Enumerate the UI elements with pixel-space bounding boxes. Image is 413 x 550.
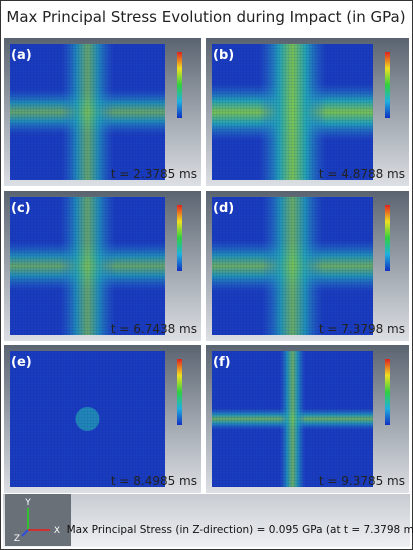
mesh-grid <box>212 44 373 180</box>
time-label: t = 6.7438 ms <box>111 322 197 336</box>
panel-label: (b) <box>213 48 234 63</box>
triad-z-axis <box>21 529 29 537</box>
panel-label: (f) <box>213 355 231 370</box>
title: Max Principal Stress Evolution during Im… <box>6 8 405 26</box>
triad-x-label: X <box>54 526 60 536</box>
panel-label: (a) <box>11 48 32 63</box>
triad-box <box>5 494 71 546</box>
colorbar <box>385 205 390 271</box>
caption: Max Principal Stress (in Z-direction) = … <box>67 524 413 536</box>
colorbar <box>385 52 390 118</box>
mesh-grid <box>10 197 165 335</box>
time-label: t = 4.8788 ms <box>319 167 405 181</box>
mesh-grid <box>10 44 165 180</box>
time-label: t = 9.3785 ms <box>319 474 405 488</box>
time-label: t = 8.4985 ms <box>111 474 197 488</box>
colorbar <box>177 205 182 271</box>
time-label: t = 2.3785 ms <box>111 167 197 181</box>
time-label: t = 7.3798 ms <box>319 322 405 336</box>
mesh-grid <box>212 351 373 487</box>
triad-z-label: Z <box>14 534 20 544</box>
panel-label: (c) <box>11 201 31 216</box>
colorbar <box>177 52 182 118</box>
triad-y-label: Y <box>24 498 31 508</box>
panel-label: (d) <box>213 201 234 216</box>
mesh-grid <box>10 351 165 487</box>
panel-label: (e) <box>11 355 32 370</box>
colorbar <box>177 359 182 425</box>
mesh-grid <box>212 197 373 335</box>
colorbar <box>385 359 390 425</box>
